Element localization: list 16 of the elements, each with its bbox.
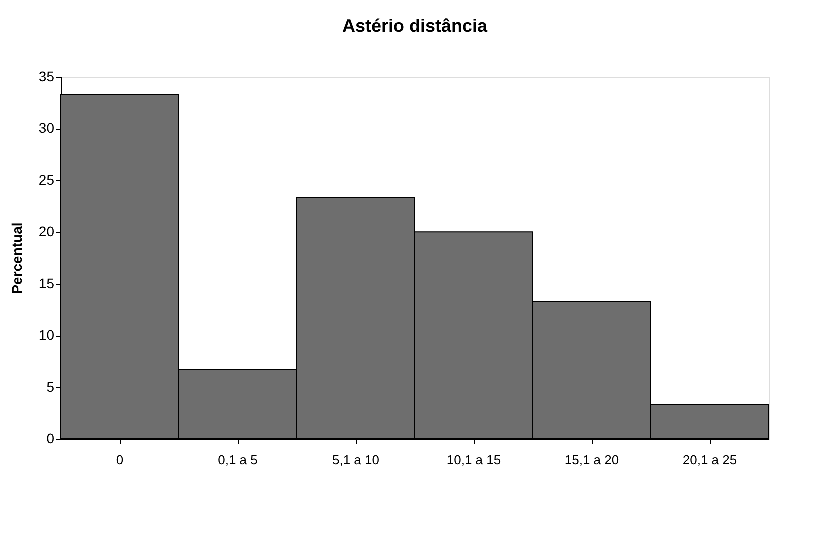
y-tick-label: 15	[38, 275, 55, 292]
y-tick-label: 5	[46, 378, 55, 395]
x-tick-label: 10,1 a 15	[446, 452, 502, 468]
x-tick-label: 5,1 a 10	[332, 452, 380, 468]
y-axis-title: Percentual	[8, 222, 25, 294]
y-tick-label: 0	[46, 430, 55, 446]
x-tick-label: 15,1 a 20	[564, 452, 620, 468]
y-tick-label: 30	[38, 120, 55, 136]
chart-title: Astério distância	[342, 16, 489, 36]
x-tick-label: 0	[116, 452, 124, 468]
x-tick-label: 20,1 a 25	[682, 452, 738, 468]
y-tick-label: 10	[38, 327, 55, 344]
y-tick-label: 35	[38, 68, 55, 84]
x-tick-label: 0,1 a 5	[218, 452, 258, 468]
y-tick-label: 25	[38, 172, 55, 188]
y-tick-label: 20	[38, 224, 55, 240]
